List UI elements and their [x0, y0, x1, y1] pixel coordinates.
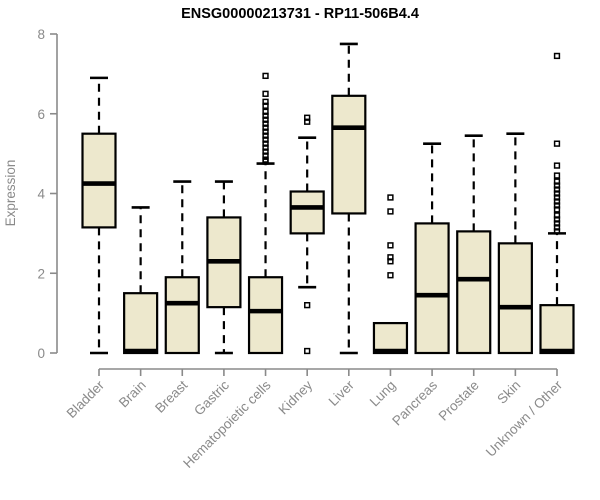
outlier-point — [262, 116, 269, 123]
box-liver — [331, 42, 367, 355]
outlier-point — [387, 194, 394, 201]
outlier-point — [387, 254, 394, 261]
box-gastric — [206, 180, 242, 355]
outlier-point — [553, 140, 561, 147]
outlier-point — [553, 52, 561, 60]
iqr-box — [247, 276, 284, 355]
iqr-box — [331, 94, 367, 215]
x-category-label: Bladder — [64, 377, 108, 421]
y-axis-label: Expression — [3, 160, 18, 227]
iqr-box — [456, 230, 492, 355]
iqr-box — [81, 132, 117, 229]
outlier-point — [387, 258, 394, 265]
x-category-label: Lung — [367, 378, 399, 410]
iqr-box — [497, 242, 533, 355]
outlier-point — [262, 90, 269, 97]
outlier-point — [387, 272, 394, 279]
box-breast — [164, 180, 200, 355]
x-category-label: Unknown / Other — [483, 377, 566, 460]
outlier-point — [553, 178, 561, 185]
outlier-point — [262, 98, 269, 105]
outlier-point — [553, 198, 561, 205]
outlier-point — [262, 156, 269, 163]
outlier-point — [553, 186, 561, 193]
outlier-point — [553, 220, 561, 227]
outlier-point — [262, 128, 269, 135]
box-kidney — [289, 114, 325, 355]
x-category-label: Breast — [152, 377, 190, 415]
iqr-box — [123, 292, 159, 355]
box-hematopoietic-cells — [247, 72, 284, 355]
outlier-point — [262, 108, 269, 115]
outlier-point — [553, 162, 561, 169]
x-category-label: Kidney — [276, 377, 316, 417]
outlier-point — [387, 208, 394, 215]
outlier-point — [304, 118, 311, 125]
outlier-point — [553, 206, 561, 213]
outlier-point — [262, 148, 269, 155]
iqr-box — [164, 276, 200, 355]
outlier-point — [262, 136, 269, 143]
outlier-point — [553, 224, 561, 231]
y-tick-label: 6 — [37, 107, 45, 122]
outlier-point — [262, 144, 269, 151]
y-axis: 0 2 4 6 8 — [37, 27, 58, 361]
box-pancreas — [414, 142, 450, 355]
outlier-point — [553, 202, 561, 209]
iqr-box — [289, 190, 325, 235]
outlier-point — [262, 132, 269, 139]
x-category-label: Liver — [326, 377, 358, 409]
outlier-point — [262, 112, 269, 119]
box-bladder — [81, 76, 117, 355]
outlier-point — [553, 172, 561, 179]
outlier-point — [304, 114, 311, 121]
x-category-label: Brain — [116, 378, 149, 411]
y-tick-label: 2 — [37, 266, 45, 281]
box-unknown-other — [539, 52, 575, 355]
outlier-point — [553, 212, 561, 219]
x-category-label: Pancreas — [389, 377, 440, 428]
outlier-point — [553, 194, 561, 201]
outlier-point — [262, 152, 269, 159]
y-tick-label: 0 — [37, 346, 45, 361]
x-category-label: Skin — [494, 378, 523, 407]
box-lung — [372, 194, 409, 355]
x-category-label: Prostate — [436, 378, 482, 424]
box-brain — [123, 206, 159, 355]
box-series — [81, 42, 575, 355]
outlier-point — [262, 140, 269, 147]
outlier-point — [262, 72, 269, 80]
box-skin — [497, 132, 533, 355]
outlier-point — [262, 124, 269, 131]
iqr-box — [414, 222, 450, 355]
y-tick-label: 4 — [37, 187, 45, 202]
iqr-box — [372, 321, 409, 355]
outlier-point — [553, 190, 561, 197]
outlier-point — [304, 347, 311, 355]
outlier-point — [262, 120, 269, 127]
chart-title: ENSG00000213731 - RP11-506B4.4 — [181, 6, 419, 22]
outlier-point — [553, 228, 561, 235]
outlier-point — [553, 182, 561, 189]
x-category-label: Gastric — [191, 377, 232, 418]
outlier-point — [553, 216, 561, 223]
outlier-point — [387, 242, 394, 249]
outlier-point — [262, 102, 269, 109]
outlier-point — [304, 302, 311, 309]
box-prostate — [456, 134, 492, 355]
iqr-box — [539, 304, 575, 355]
y-tick-label: 8 — [37, 27, 45, 42]
